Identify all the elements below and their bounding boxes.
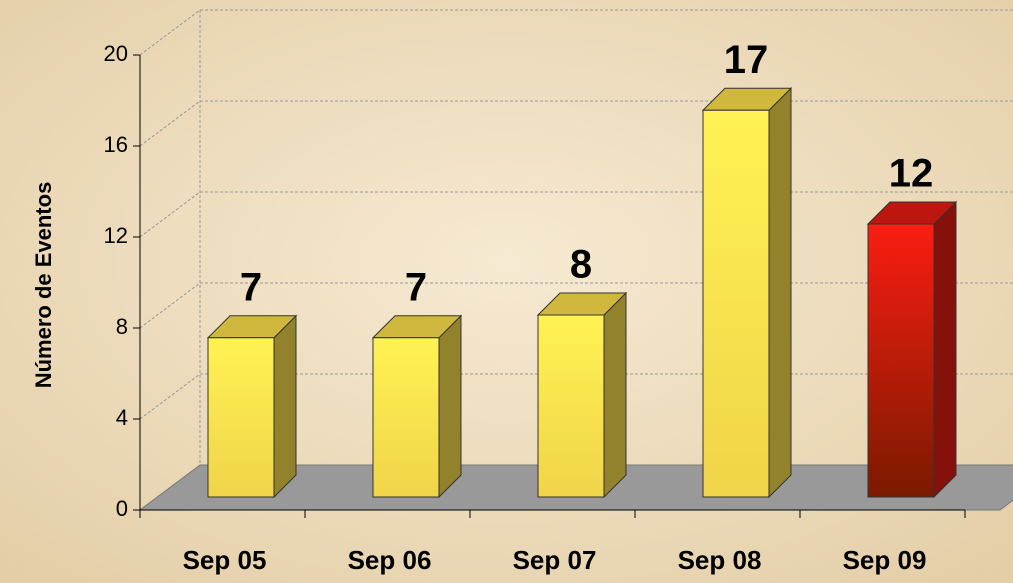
value-label: 7 [405, 265, 427, 309]
bar-group [371, 314, 463, 499]
bar-side [933, 200, 957, 499]
bar-group [701, 87, 793, 499]
bar [207, 337, 275, 498]
bar [372, 337, 440, 498]
y-axis-title: Número de Eventos [31, 182, 56, 389]
x-tick-label: Sep 07 [513, 545, 597, 575]
x-tick-label: Sep 06 [348, 545, 432, 575]
grid-line [139, 9, 1013, 56]
y-tick-label: 8 [116, 314, 128, 339]
bar [867, 223, 935, 498]
x-tick-label: Sep 09 [843, 545, 927, 575]
bar-side [438, 314, 462, 499]
y-tick-label: 0 [116, 496, 128, 521]
value-label: 7 [240, 265, 262, 309]
y-tick-label: 4 [116, 405, 128, 430]
bar-side [603, 291, 627, 499]
y-tick-label: 20 [104, 41, 128, 66]
y-tick-label: 12 [104, 223, 128, 248]
value-label: 12 [889, 152, 934, 196]
x-tick-label: Sep 05 [183, 545, 267, 575]
bar-group [866, 200, 958, 499]
bar [702, 109, 770, 498]
value-label: 17 [724, 38, 769, 82]
y-tick-label: 16 [104, 132, 128, 157]
bar-side [273, 314, 297, 499]
bar-group [536, 291, 628, 499]
bar-group [206, 314, 298, 499]
x-tick-label: Sep 08 [678, 545, 762, 575]
value-label: 8 [570, 243, 592, 287]
bar [537, 314, 605, 498]
bar-side [768, 87, 792, 499]
